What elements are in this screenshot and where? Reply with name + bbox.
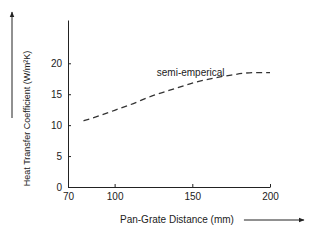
y-tick-label: 20 [51,58,63,69]
x-tick-label: 200 [262,191,279,202]
chart: 70 100 150 200 0 5 10 15 20 semi-emperical Heat Tr… [0,0,325,234]
x-tick-label: 70 [63,191,75,202]
y-tick-mark [68,156,71,157]
x-tick-mark [115,184,116,187]
x-axis: 70 100 150 200 [63,184,279,202]
x-tick-mark [192,184,193,187]
y-tick-mark [68,94,71,95]
x-tick-label: 150 [184,191,201,202]
y-tick-label: 5 [56,151,62,162]
y-axis-title: Heat Transfer Coefficient (W/m²K) [22,51,32,186]
y-tick: 10 [51,120,71,131]
y-tick-label: 10 [51,120,63,131]
x-tick: 150 [184,184,201,202]
y-axis-line [68,21,69,188]
y-tick: 0 [56,182,71,193]
y-tick-label: 0 [56,182,62,193]
y-arrow [12,12,13,118]
y-tick-label: 15 [51,89,63,100]
y-tick-mark [68,125,71,126]
marks [84,73,270,121]
x-tick-mark [270,184,271,187]
x-axis-line [69,187,271,188]
x-tick-label: 100 [107,191,124,202]
x-tick: 100 [107,184,124,202]
y-tick: 20 [51,58,71,69]
y-tick: 15 [51,89,71,100]
y-axis: 0 5 10 15 20 [51,21,71,193]
plot: 70 100 150 200 0 5 10 15 20 semi-emperical [51,21,279,203]
y-tick-mark [68,63,71,64]
y-tick: 5 [56,151,71,162]
y-tick-mark [68,187,71,188]
series-line [84,73,270,121]
series-label: semi-emperical [157,67,225,78]
x-tick: 200 [262,184,279,202]
x-axis-title: Pan-Grate Distance (mm) [120,214,234,225]
x-arrow [244,220,304,221]
